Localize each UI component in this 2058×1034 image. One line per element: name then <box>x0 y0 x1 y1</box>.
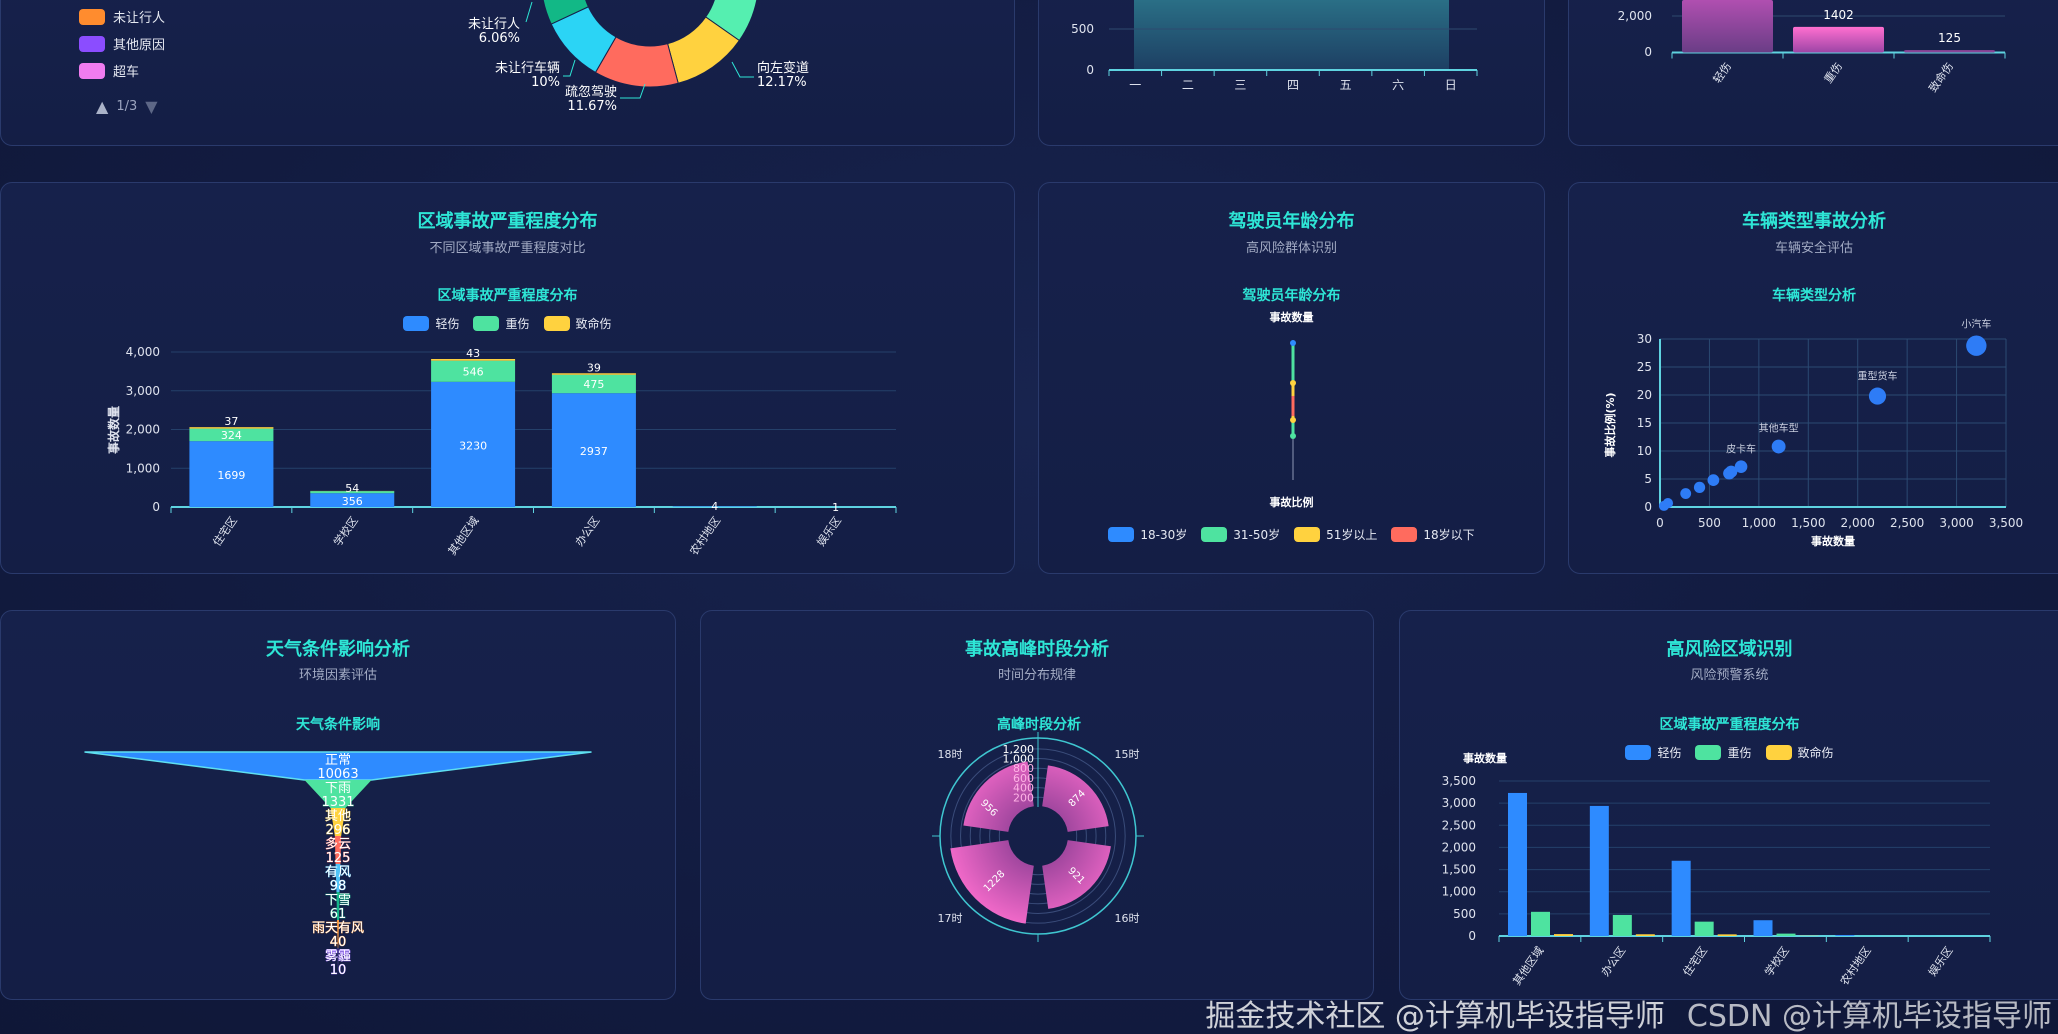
legend-item[interactable]: 致命伤 <box>1765 744 1834 761</box>
legend-swatch <box>1625 745 1652 760</box>
high-risk-panel: 高风险区域识别 风险预警系统 区域事故严重程度分布 轻伤 重伤 致命伤 <box>1399 610 2058 1000</box>
legend-item[interactable]: 重伤 <box>1695 744 1752 761</box>
legend-item[interactable]: 18岁以下 <box>1391 526 1475 543</box>
peak-hours-panel: 事故高峰时段分析 时间分布规律 高峰时段分析 <box>700 610 1374 1000</box>
page-indicator: 1/3 <box>116 99 138 114</box>
axis-label-bottom: 事故比例 <box>1269 496 1314 509</box>
chart-legend: 轻伤 重伤 致命伤 <box>1 315 1014 332</box>
legend-label: 51岁以上 <box>1326 528 1378 542</box>
legend-swatch <box>1201 527 1228 542</box>
legend-swatch <box>1765 745 1792 760</box>
chart-legend: 18-30岁 31-50岁 51岁以上 18岁以下 <box>1039 526 1544 543</box>
axis-label-top: 事故数量 <box>1269 311 1314 324</box>
legend-swatch <box>1108 527 1135 542</box>
panel-title: 车辆类型事故分析 <box>1742 211 1886 232</box>
legend-label: 致命伤 <box>575 317 612 331</box>
legend-label: 重伤 <box>505 317 530 331</box>
legend-label: 其他原因 <box>113 38 166 53</box>
region-severity-panel: 区域事故严重程度分布 不同区域事故严重程度对比 区域事故严重程度分布 轻伤 重伤… <box>0 182 1015 574</box>
legend-label: 18-30岁 <box>1140 528 1188 542</box>
legend-pager: ▲ 1/3 ▼ <box>96 97 158 116</box>
legend-item[interactable]: 致命伤 <box>543 315 612 332</box>
watermark: 掘金技术社区 @计算机毕设指导师 CSDN @计算机毕设指导师 <box>1205 1000 2052 1034</box>
legend-swatch <box>1391 527 1418 542</box>
chart-title: 区域事故严重程度分布 <box>437 288 578 304</box>
panel-title: 天气条件影响分析 <box>266 639 410 660</box>
legend-label: 18岁以下 <box>1423 528 1475 542</box>
legend-swatch <box>1294 527 1321 542</box>
legend-item[interactable]: 超车 <box>79 61 139 80</box>
panel-subtitle: 风险预警系统 <box>1690 668 1769 683</box>
legend-item[interactable]: 18-30岁 <box>1108 526 1187 543</box>
legend-item[interactable]: 其他原因 <box>79 34 165 53</box>
chart-title: 车辆类型分析 <box>1772 288 1856 304</box>
chart-legend: 轻伤 重伤 致命伤 <box>1400 744 2058 761</box>
page-up-icon[interactable]: ▲ <box>96 97 109 116</box>
legend-item[interactable]: 未让行人 <box>79 7 165 26</box>
legend-swatch <box>473 316 500 331</box>
legend-swatch <box>79 35 105 52</box>
legend-swatch <box>1695 745 1722 760</box>
panel-subtitle: 时间分布规律 <box>997 668 1076 683</box>
legend-label: 轻伤 <box>1657 746 1682 760</box>
driver-age-panel: 驾驶员年龄分布 高风险群体识别 驾驶员年龄分布 事故数量 事故比例 18-30岁… <box>1038 182 1545 574</box>
panel-title: 驾驶员年龄分布 <box>1228 211 1355 232</box>
watermark-back: CSDN @计算机毕设指导师 <box>1686 999 2052 1034</box>
legend-swatch <box>79 8 105 25</box>
legend-label: 未让行人 <box>113 11 166 26</box>
chart-title: 驾驶员年龄分布 <box>1242 288 1341 304</box>
legend-label: 重伤 <box>1727 746 1752 760</box>
legend-item[interactable]: 51岁以上 <box>1294 526 1377 543</box>
severity-panel <box>1568 0 2058 146</box>
panel-subtitle: 环境因素评估 <box>298 668 377 683</box>
panel-subtitle: 高风险群体识别 <box>1245 241 1337 256</box>
legend-label: 31-50岁 <box>1233 528 1281 542</box>
chart-title: 天气条件影响 <box>296 717 380 733</box>
legend-item[interactable]: 轻伤 <box>403 315 459 332</box>
legend-item[interactable]: 轻伤 <box>1625 744 1681 761</box>
panel-title: 区域事故严重程度分布 <box>417 211 598 232</box>
weekday-panel <box>1038 0 1545 146</box>
cause-panel: 倒车 未让行人 其他原因 超车 ▲ 1/3 ▼ <box>0 0 1015 146</box>
legend-swatch <box>403 316 430 331</box>
panel-title: 事故高峰时段分析 <box>965 639 1109 660</box>
weather-panel: 天气条件影响分析 环境因素评估 天气条件影响 <box>0 610 676 1000</box>
chart-title: 区域事故严重程度分布 <box>1659 717 1800 733</box>
legend-label: 轻伤 <box>435 317 460 331</box>
watermark-front: 掘金技术社区 @计算机毕设指导师 <box>1205 999 1665 1034</box>
vehicle-type-panel: 车辆类型事故分析 车辆安全评估 车辆类型分析 <box>1568 182 2058 574</box>
legend-item[interactable]: 31-50岁 <box>1201 526 1280 543</box>
legend-label: 致命伤 <box>1797 746 1834 760</box>
page-down-icon[interactable]: ▼ <box>145 97 158 116</box>
legend-item[interactable]: 重伤 <box>473 315 530 332</box>
panel-subtitle: 车辆安全评估 <box>1774 241 1853 256</box>
legend-swatch <box>79 62 105 79</box>
chart-title: 高峰时段分析 <box>997 717 1081 733</box>
panel-title: 高风险区域识别 <box>1666 639 1793 660</box>
panel-subtitle: 不同区域事故严重程度对比 <box>429 241 586 256</box>
legend-label: 超车 <box>113 65 140 80</box>
legend-swatch <box>543 316 570 331</box>
